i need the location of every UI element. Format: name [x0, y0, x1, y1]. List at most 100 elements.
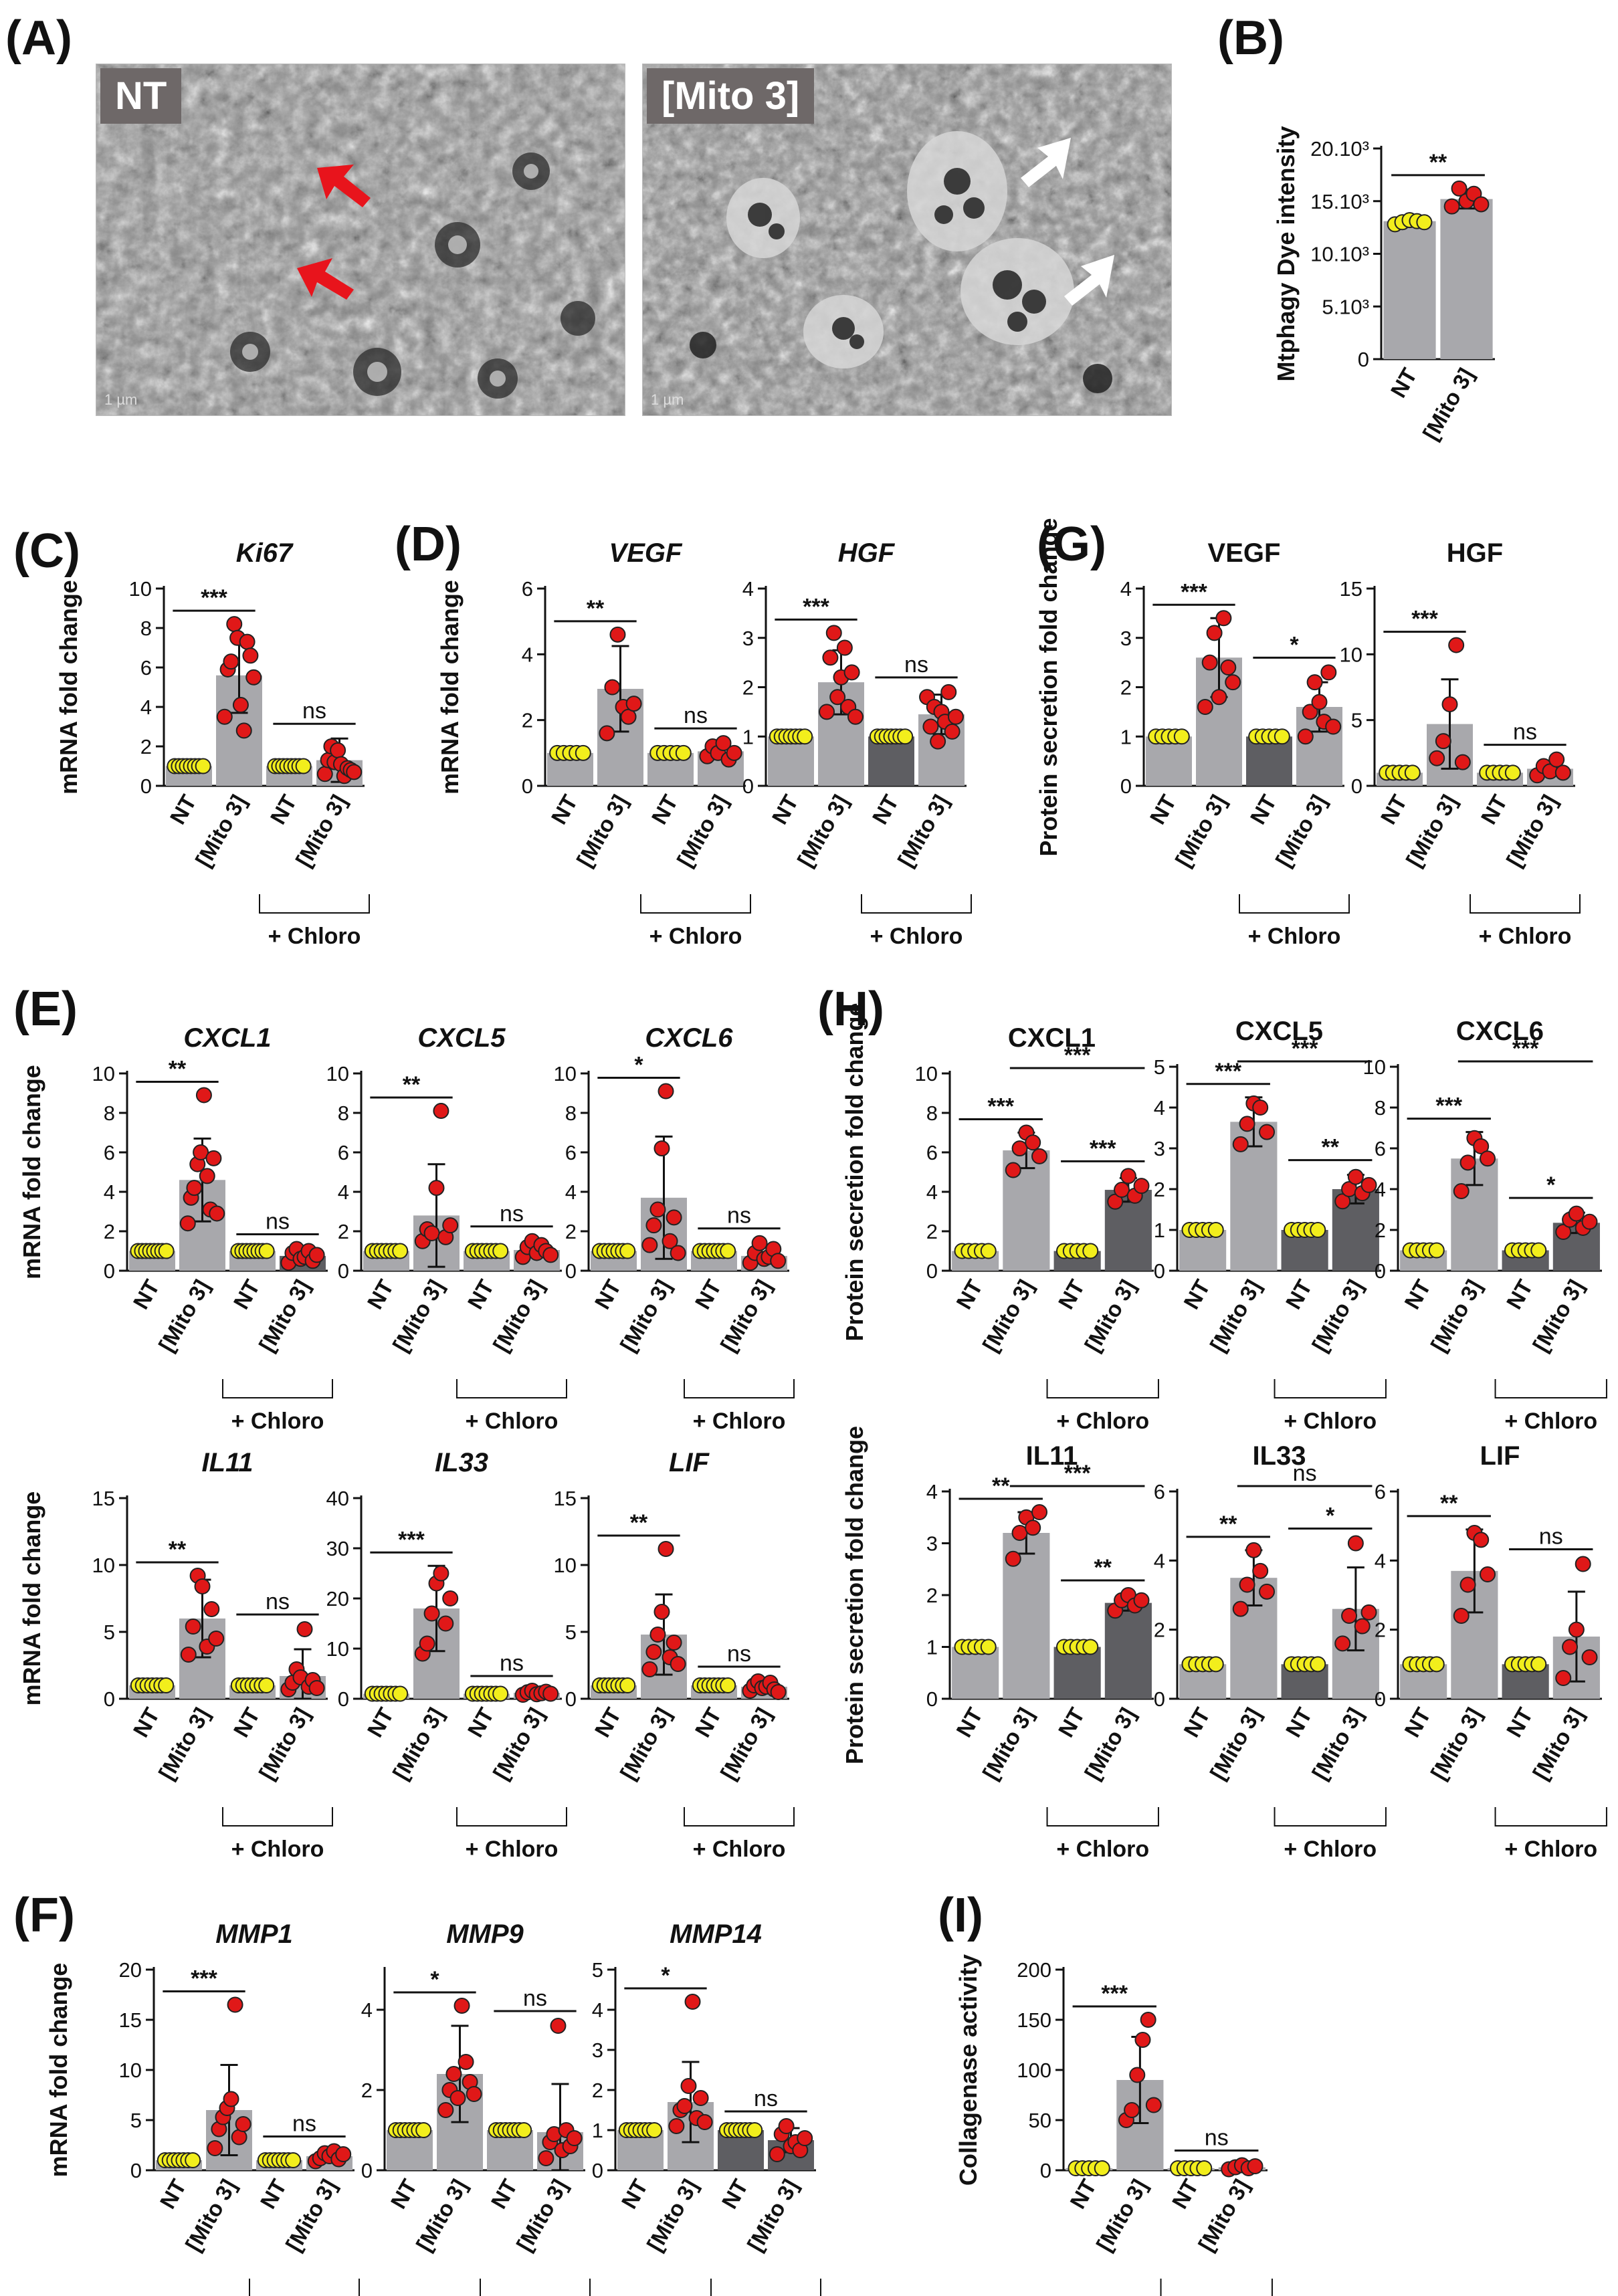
significance-label: *	[1326, 1503, 1335, 1529]
data-point	[1453, 1608, 1470, 1624]
significance-label: ***	[1215, 1059, 1241, 1084]
y-tick-label: 6	[1375, 1137, 1386, 1160]
data-point	[1451, 180, 1468, 197]
y-tick-label: 0	[1358, 348, 1369, 371]
data-point	[1197, 699, 1213, 715]
data-point	[666, 1635, 682, 1651]
chart-title: MMP1	[215, 1919, 293, 1949]
data-point	[947, 708, 964, 725]
y-tick-label: 6	[104, 1141, 115, 1164]
x-tick-label: NT	[951, 1703, 987, 1742]
data-point	[158, 1677, 175, 1693]
group-label: + Chloro	[1284, 1408, 1377, 1434]
data-point	[1211, 689, 1227, 706]
data-point	[670, 1245, 686, 1261]
y-tick-label: 0	[104, 1259, 115, 1283]
y-tick-label: 4	[1154, 1096, 1165, 1120]
data-point	[235, 722, 252, 739]
data-point	[466, 2086, 482, 2102]
data-point	[1025, 1520, 1041, 1536]
data-point	[1428, 1656, 1445, 1673]
data-point	[242, 647, 259, 664]
y-tick-label: 8	[565, 1102, 577, 1125]
chart-title: MMP14	[670, 1919, 762, 1949]
y-tick-label: 2	[926, 1584, 938, 1607]
data-point	[1201, 654, 1218, 671]
y-tick-label: 0	[1154, 1259, 1165, 1283]
group-label: + Chloro	[1479, 924, 1572, 949]
data-point	[428, 1180, 445, 1196]
data-point	[258, 1243, 275, 1259]
y-tick-label: 4	[1375, 1549, 1386, 1572]
y-tick-label: 2	[1154, 1619, 1165, 1642]
data-point	[1555, 1224, 1572, 1241]
data-point	[658, 1541, 674, 1557]
significance-label: *	[634, 1053, 643, 1078]
data-point	[1215, 610, 1232, 627]
significance-label: ns	[727, 1203, 751, 1229]
group-label: + Chloro	[693, 1408, 786, 1434]
data-point	[1581, 1213, 1598, 1230]
significance-label: **	[169, 1056, 187, 1081]
data-point	[1124, 2102, 1140, 2118]
data-point	[308, 1680, 325, 1696]
group-label: + Chloro	[1248, 924, 1341, 949]
data-point	[684, 1994, 701, 2010]
data-point	[658, 1083, 674, 1100]
y-tick-label: 6	[522, 577, 533, 601]
group-bracket	[1046, 1379, 1159, 1398]
data-point	[797, 2130, 813, 2146]
y-tick-label: 15	[92, 1487, 115, 1510]
bar	[1383, 221, 1436, 359]
data-point	[193, 1144, 209, 1160]
y-tick-label: 10	[554, 1554, 577, 1577]
significance-label: ***	[1101, 1981, 1128, 2006]
data-point	[980, 1639, 997, 1655]
data-point	[1133, 1592, 1150, 1608]
significance-label: **	[630, 1510, 648, 1536]
group-bracket	[1494, 1807, 1607, 1827]
chart-title: CXCL1	[183, 1023, 271, 1053]
y-tick-label: 2	[565, 1220, 577, 1243]
group-bracket	[1046, 1807, 1159, 1827]
data-point	[185, 2152, 201, 2168]
significance-label: ***	[1292, 1036, 1318, 1061]
data-point	[1120, 1168, 1136, 1184]
data-point	[1302, 704, 1318, 720]
data-point	[897, 728, 914, 745]
data-point	[1429, 750, 1445, 766]
data-point	[1140, 2012, 1156, 2028]
data-point	[295, 758, 312, 774]
chart-title: VEGF	[1208, 538, 1281, 568]
data-point	[1473, 1138, 1490, 1154]
y-tick-label: 0	[140, 774, 152, 798]
y-tick-label: 10	[92, 1554, 115, 1577]
data-point	[646, 2122, 663, 2138]
chart-title: CXCL6	[1456, 1017, 1544, 1046]
chart-title: CXCL5	[417, 1023, 506, 1053]
data-point	[1274, 728, 1290, 745]
data-point	[1443, 198, 1460, 215]
data-point	[1311, 694, 1328, 710]
data-point	[645, 1644, 662, 1660]
data-point	[1005, 1550, 1021, 1567]
y-tick-label: 0	[1351, 774, 1362, 798]
y-tick-label: 2	[338, 1220, 349, 1243]
data-point	[442, 1217, 459, 1234]
data-point	[158, 1243, 175, 1259]
significance-label: ns	[266, 1589, 290, 1614]
data-point	[641, 1661, 658, 1677]
chart-title: VEGF	[609, 538, 683, 568]
group-bracket	[456, 1379, 567, 1398]
significance-label: ns	[727, 1641, 751, 1667]
y-tick-label: 4	[592, 1998, 603, 2022]
x-tick-label: NT	[1281, 1703, 1317, 1742]
